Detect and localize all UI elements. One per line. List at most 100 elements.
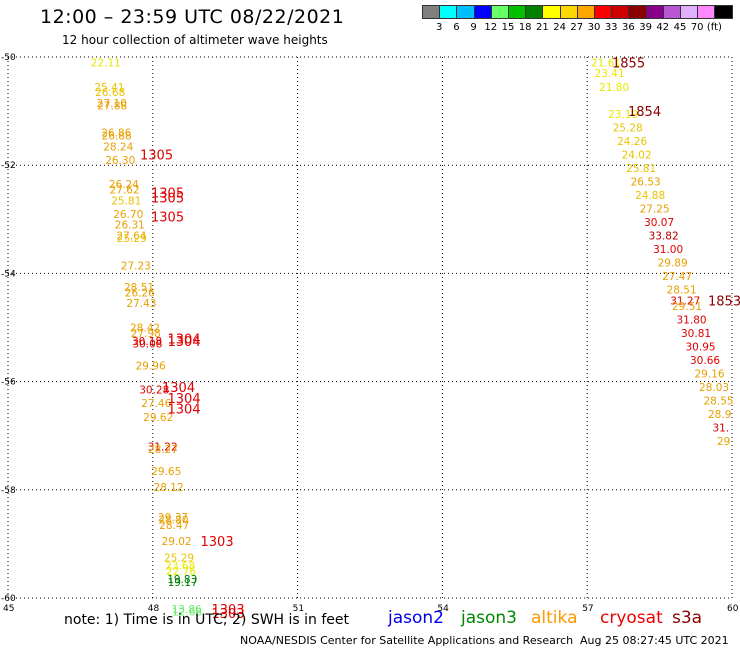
legend-entry-s3a: s3a [672, 608, 703, 628]
y-tick-label: -54 [1, 269, 16, 279]
x-tick-label: 60 [727, 604, 739, 614]
time-label: 1854 [628, 105, 661, 120]
swh-value: 30.28 [139, 385, 169, 397]
swh-value: 28.03 [699, 382, 729, 394]
swh-value: 31.27 [670, 295, 700, 307]
swh-value: 29.89 [658, 258, 688, 270]
color-scale-label: 12 [484, 22, 498, 33]
legend-entry-altika: altika [531, 608, 578, 628]
swh-value: 26.68 [95, 87, 125, 99]
swh-value: 29.16 [695, 368, 725, 380]
color-scale-label: 36 [622, 22, 635, 33]
swh-value: 26.31 [115, 220, 145, 232]
color-scale-label: 33 [604, 22, 618, 33]
swh-value: 23.41 [595, 68, 625, 80]
swh-value: 29.02 [162, 536, 192, 548]
swh-value: 26.24 [109, 179, 139, 191]
swh-value: 28.24 [103, 141, 133, 153]
swh-value: 24.02 [622, 149, 652, 161]
swh-value: 26.53 [631, 176, 661, 188]
page-subtitle: 12 hour collection of altimeter wave hei… [62, 33, 328, 47]
swh-value: 24.26 [617, 136, 647, 148]
swh-value: 22.11 [91, 57, 121, 69]
swh-value: 30.81 [681, 328, 711, 340]
swh-value: 19.17 [168, 577, 198, 589]
swh-value: 31.22 [148, 442, 178, 454]
swh-value: 27.88 [97, 101, 127, 113]
time-label: 1303 [201, 535, 234, 550]
swh-value: 29.51 [672, 301, 702, 313]
time-label: 1304 [168, 392, 201, 407]
swh-value: 27.23 [121, 260, 151, 272]
page-title: 12:00 – 23:59 UTC 08/22/2021 [40, 6, 345, 28]
swh-value: 25.29 [117, 233, 147, 245]
swh-value: 26.26 [125, 287, 155, 299]
y-tick-label: -56 [1, 378, 16, 388]
swh-value: 23.68 [165, 561, 195, 573]
swh-value: 25.28 [613, 122, 643, 134]
swh-value: 28.51 [124, 282, 154, 294]
swh-value: 22.76 [166, 566, 196, 578]
swh-value: 28.27 [148, 444, 178, 456]
swh-value: 30.07 [644, 217, 674, 229]
x-tick-label: 54 [437, 604, 449, 614]
swh-value: 26.86 [101, 128, 131, 140]
color-scale-label: 42 [656, 22, 670, 33]
swh-value: 31.80 [677, 314, 707, 326]
swh-value: 27.43 [126, 298, 156, 310]
color-scale-label: 70 [690, 22, 704, 33]
color-scale-label: 30 [587, 22, 601, 33]
swh-value: 26.30 [105, 155, 135, 167]
swh-value: 25.81 [626, 163, 656, 175]
swh-value: 13.86 [172, 604, 202, 616]
color-scale-label: (ft) [706, 22, 722, 33]
legend-entry-jason2: jason2 [388, 608, 444, 628]
swh-value: 28.42 [130, 323, 160, 335]
time-label: 1305 [151, 192, 184, 207]
timestamp-text: Aug 25 08:27:45 UTC 2021 [580, 634, 729, 647]
swh-value: 29.96 [136, 360, 166, 372]
time-label: 1855 [612, 56, 645, 71]
time-label: 1304 [168, 403, 201, 418]
y-tick-label: -50 [1, 53, 16, 63]
color-scale-label: 45 [673, 22, 687, 33]
swh-value: 25.41 [94, 82, 124, 94]
time-label: 1304 [168, 335, 201, 350]
color-swatch [714, 5, 733, 19]
swh-value: 26.70 [113, 209, 143, 221]
swh-value: 28.55 [704, 396, 734, 408]
swh-value: 26.88 [102, 130, 132, 142]
y-tick-label: -58 [1, 486, 16, 496]
credit-text: NOAA/NESDIS Center for Satellite Applica… [240, 634, 574, 647]
legend-entry-cryosat: cryosat [600, 608, 663, 628]
swh-value: 27.25 [640, 203, 670, 215]
swh-value: 27.64 [116, 231, 146, 243]
color-scale-label: 9 [470, 22, 477, 33]
swh-value: 27.10 [97, 98, 127, 110]
swh-value: 29 [717, 436, 730, 448]
swh-value: 27.47 [662, 271, 692, 283]
swh-value: 24.88 [635, 190, 665, 202]
swh-value: 33.82 [649, 231, 679, 243]
swh-value: 31.00 [653, 244, 683, 256]
swh-value: 28.47 [159, 520, 189, 532]
swh-value: 29.62 [143, 412, 173, 424]
time-label: 1304 [162, 381, 195, 396]
swh-value: 29.65 [151, 466, 181, 478]
swh-value: 19.83 [167, 574, 197, 586]
time-label: 1305 [151, 186, 184, 201]
color-scale-label: 24 [553, 22, 566, 33]
swh-value: 27.62 [110, 185, 140, 197]
y-tick-label: -52 [1, 161, 16, 171]
color-scale-label: 15 [501, 22, 515, 33]
swh-value: 28.51 [667, 285, 697, 297]
time-label: 1303 [212, 603, 245, 618]
swh-value: 28.9 [708, 409, 731, 421]
swh-value: 21.61 [591, 57, 621, 69]
x-tick-label: 51 [293, 604, 304, 614]
time-label: 1305 [151, 211, 184, 226]
swh-value: 30.08 [132, 339, 162, 351]
swh-value: 25.81 [111, 195, 141, 207]
x-tick-label: 48 [148, 604, 160, 614]
